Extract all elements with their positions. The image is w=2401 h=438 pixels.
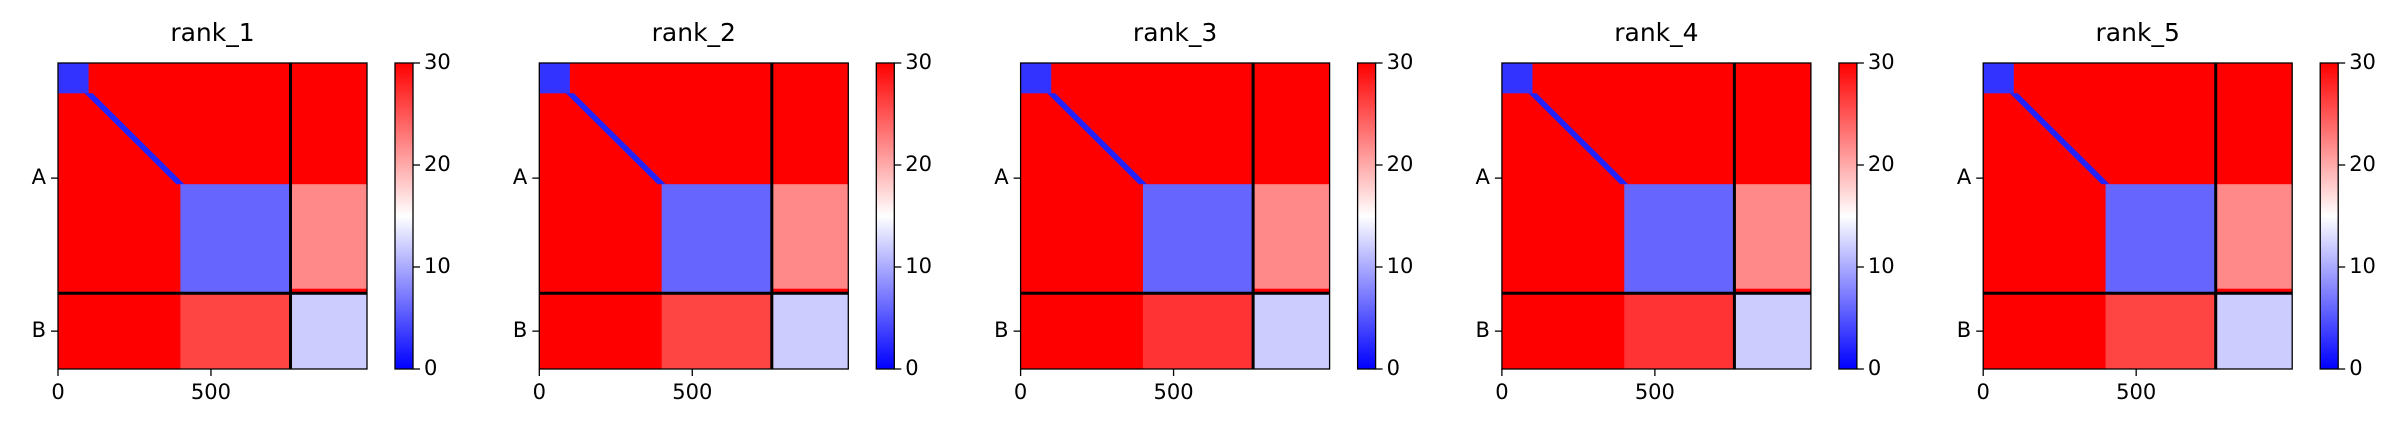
axes-frame [1982,62,2293,370]
y-tick-label: B [1957,318,1971,342]
heatmap-block [58,63,89,94]
panel-title: rank_5 [2096,18,2180,47]
colorbar [2319,62,2339,370]
heatmap-block [1253,293,1330,369]
y-tick-label: B [994,318,1008,342]
x-tick-label: 500 [672,380,712,404]
heatmap-block [180,184,291,294]
colorbar-tick-label: 20 [905,152,932,176]
panel-title: rank_4 [1614,18,1698,47]
y-tick-label: A [513,165,528,189]
pae-panel: rank_5 0 500 A B 0 10 20 30 [1957,18,2376,404]
colorbar-tick-label: 0 [1387,356,1400,380]
heatmap-block [290,293,367,369]
panel-title: rank_3 [1133,18,1217,47]
heatmap [1020,63,1330,369]
heatmap-block [2215,293,2293,369]
axes-frame [1019,62,1331,370]
x-tick-label: 0 [1014,380,1027,404]
y-tick-label: B [1475,318,1489,342]
diagonal-band [2009,93,2110,185]
x-tick-label: 500 [1154,380,1194,404]
heatmap-block [2105,293,2216,369]
x-tick-label: 0 [1977,380,1990,404]
pae-panel: rank_4 0 500 A B 0 10 20 30 [1475,18,1894,404]
heatmap-block [661,293,772,369]
pae-panel: rank_2 0 500 A B 0 10 20 30 [513,18,932,404]
heatmap [539,63,849,369]
heatmap-block [180,293,291,369]
panel-title: rank_2 [652,18,736,47]
y-tick-label: B [513,318,527,342]
colorbar-tick-label: 20 [2349,152,2376,176]
diagonal-band [1528,93,1629,185]
diagonal-band [565,93,666,185]
y-tick-label: A [1476,165,1491,189]
colorbar-tick-label: 20 [1868,152,1895,176]
colorbar-tick-label: 0 [2349,356,2362,380]
colorbar-tick-label: 0 [424,356,437,380]
x-tick-label: 500 [2116,380,2156,404]
x-tick-label: 0 [51,380,64,404]
heatmap-block [1020,63,1052,94]
colorbar [1838,62,1858,370]
y-tick-label: B [32,318,46,342]
colorbar-tick-label: 10 [2349,254,2376,278]
diagonal-band [1047,93,1147,185]
heatmap-block [539,63,570,94]
colorbar-tick-label: 20 [1387,152,1414,176]
colorbar-tick-label: 10 [905,254,932,278]
colorbar-tick-label: 30 [424,50,451,74]
heatmap-block [1142,184,1254,294]
heatmap-block [1734,293,1811,369]
y-tick-label: A [32,165,47,189]
heatmap [58,63,367,369]
axes-frame [57,62,368,370]
colorbar-tick-label: 0 [905,356,918,380]
x-tick-label: 0 [1495,380,1508,404]
colorbar [875,62,895,370]
heatmap-block [1142,293,1254,369]
colorbar-tick-label: 0 [1868,356,1881,380]
colorbar-tick-label: 30 [1868,50,1895,74]
heatmap-block [771,293,849,369]
heatmap [1501,63,1811,369]
pae-panel: rank_1 0 500 A B 0 10 20 30 [32,18,451,404]
x-tick-label: 0 [533,380,546,404]
colorbar-tick-label: 30 [2349,50,2376,74]
heatmap-block [1624,293,1735,369]
heatmap-block [661,184,772,294]
y-tick-label: A [994,165,1009,189]
colorbar [1356,62,1377,370]
colorbar-tick-label: 30 [1387,50,1414,74]
pae-panel: rank_3 0 500 A B 0 10 20 30 [994,18,1413,404]
heatmap-block [2215,184,2293,289]
x-tick-label: 500 [191,380,231,404]
axes-frame [1501,62,1812,370]
heatmap-block [771,184,849,289]
diagonal-band [84,93,185,185]
colorbar-tick-label: 30 [905,50,932,74]
colorbar-tick-label: 20 [424,152,451,176]
axes-frame [538,62,849,370]
colorbar [394,62,414,370]
heatmap-block [1734,184,1811,289]
colorbar-tick-label: 10 [1868,254,1895,278]
heatmap-block [1624,184,1735,294]
colorbar-tick-label: 10 [1387,254,1414,278]
panel-title: rank_1 [170,18,254,47]
heatmap-block [1253,184,1330,289]
heatmap [1983,63,2293,369]
heatmap-block [1983,63,2014,94]
colorbar-tick-label: 10 [424,254,451,278]
heatmap-block [1501,63,1533,94]
y-tick-label: A [1957,165,1972,189]
heatmap-block [290,184,367,289]
heatmap-block [2105,184,2216,294]
x-tick-label: 500 [1635,380,1675,404]
